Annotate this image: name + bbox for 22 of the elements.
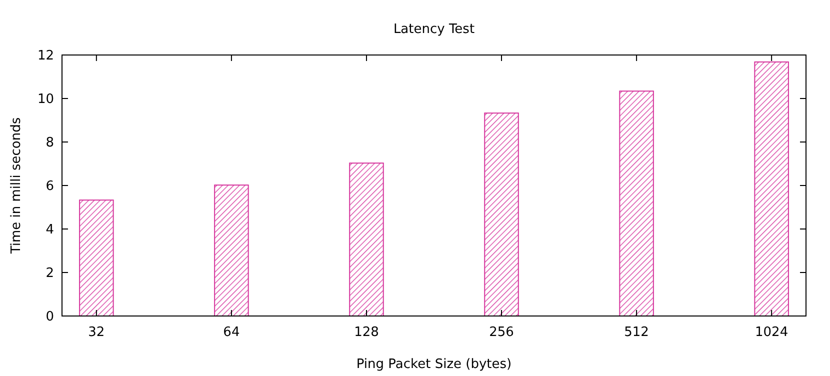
y-tick-label: 4 <box>46 222 54 238</box>
y-axis-title: Time in milli seconds <box>9 117 24 255</box>
x-tick-label: 256 <box>489 325 514 340</box>
bar <box>754 61 789 316</box>
y-tick-label: 2 <box>46 266 54 282</box>
bar <box>214 184 249 316</box>
x-tick-label: 32 <box>88 325 105 340</box>
y-tick-label: 6 <box>46 179 54 194</box>
bar <box>349 162 384 316</box>
x-tick-label: 512 <box>624 325 649 340</box>
bar <box>79 200 114 316</box>
x-tick-label: 128 <box>354 325 379 340</box>
y-tick-label: 0 <box>46 310 54 325</box>
x-tick-label: 64 <box>223 325 240 340</box>
y-tick-label: 10 <box>37 92 54 108</box>
y-tick-label: 12 <box>37 48 54 64</box>
y-tick-label: 8 <box>46 136 54 151</box>
bar <box>484 112 519 316</box>
bar <box>619 90 654 316</box>
x-tick-label: 1024 <box>755 325 788 340</box>
chart-title: Latency Test <box>393 22 475 37</box>
x-axis-title: Ping Packet Size (bytes) <box>356 357 512 372</box>
